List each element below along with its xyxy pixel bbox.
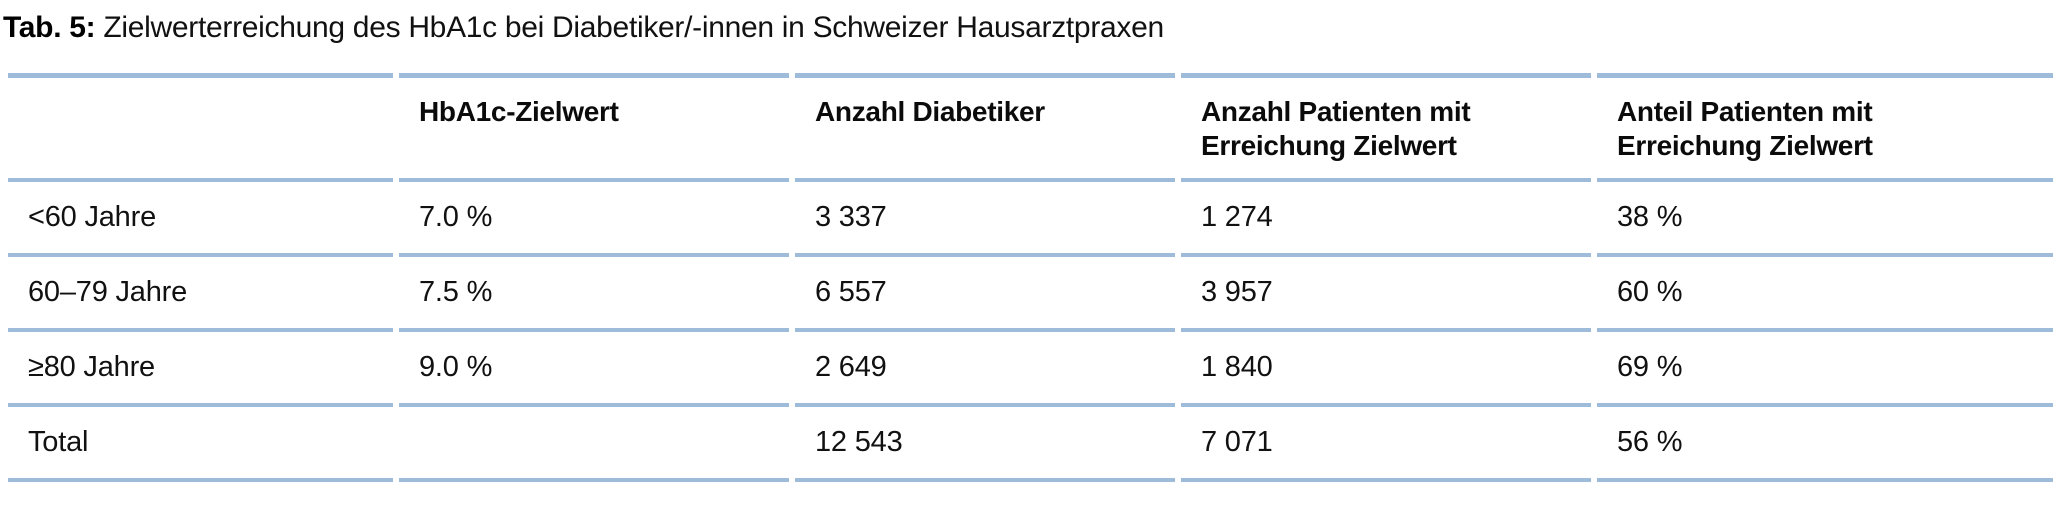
- table-caption: Tab. 5: Zielwerterreichung des HbA1c bei…: [3, 10, 2067, 46]
- cell-zielwert: 7.5 %: [399, 257, 789, 332]
- cell-zielwert: 7.0 %: [399, 182, 789, 257]
- cell-agegroup: Total: [8, 407, 393, 482]
- table-row-under-60: <60 Jahre 7.0 % 3 337 1 274 38 %: [8, 182, 2053, 257]
- cell-anteil-erreichung: 69 %: [1597, 332, 2053, 407]
- column-header-anteil-erreichung: Anteil Patienten mit Erreichung Zielwert: [1597, 73, 2053, 182]
- header-row: HbA1c-Zielwert Anzahl Diabetiker Anzahl …: [8, 73, 2053, 182]
- caption-label: Tab. 5:: [3, 11, 96, 44]
- cell-agegroup: ≥80 Jahre: [8, 332, 393, 407]
- hba1c-target-table: HbA1c-Zielwert Anzahl Diabetiker Anzahl …: [2, 73, 2059, 482]
- column-header-line1: Anteil Patienten mit: [1617, 96, 1873, 127]
- cell-anzahl-erreichung: 1 840: [1181, 332, 1591, 407]
- column-header-anzahl-diabetiker: Anzahl Diabetiker: [795, 73, 1175, 182]
- cell-anzahl-diabetiker: 3 337: [795, 182, 1175, 257]
- column-header-zielwert: HbA1c-Zielwert: [399, 73, 789, 182]
- cell-anzahl-diabetiker: 12 543: [795, 407, 1175, 482]
- cell-agegroup: <60 Jahre: [8, 182, 393, 257]
- cell-anzahl-erreichung: 3 957: [1181, 257, 1591, 332]
- cell-anteil-erreichung: 38 %: [1597, 182, 2053, 257]
- caption-text: Zielwerterreichung des HbA1c bei Diabeti…: [103, 11, 1164, 44]
- cell-anteil-erreichung: 56 %: [1597, 407, 2053, 482]
- cell-anzahl-erreichung: 1 274: [1181, 182, 1591, 257]
- table-figure: Tab. 5: Zielwerterreichung des HbA1c bei…: [0, 10, 2067, 523]
- cell-anzahl-erreichung: 7 071: [1181, 407, 1591, 482]
- cell-zielwert: 9.0 %: [399, 332, 789, 407]
- table-row-80-plus: ≥80 Jahre 9.0 % 2 649 1 840 69 %: [8, 332, 2053, 407]
- cell-zielwert: [399, 407, 789, 482]
- column-header-line2: Erreichung Zielwert: [1201, 130, 1457, 161]
- table-row-60-79: 60–79 Jahre 7.5 % 6 557 3 957 60 %: [8, 257, 2053, 332]
- cell-agegroup: 60–79 Jahre: [8, 257, 393, 332]
- column-header-line1: HbA1c-Zielwert: [419, 96, 619, 127]
- cell-anzahl-diabetiker: 2 649: [795, 332, 1175, 407]
- column-header-line2: Erreichung Zielwert: [1617, 130, 1873, 161]
- cell-anteil-erreichung: 60 %: [1597, 257, 2053, 332]
- column-header-line1: Anzahl Patienten mit: [1201, 96, 1471, 127]
- column-header-line1: Anzahl Diabetiker: [815, 96, 1045, 127]
- column-header-agegroup: [8, 73, 393, 182]
- column-header-anzahl-erreichung: Anzahl Patienten mit Erreichung Zielwert: [1181, 73, 1591, 182]
- cell-anzahl-diabetiker: 6 557: [795, 257, 1175, 332]
- table-row-total: Total 12 543 7 071 56 %: [8, 407, 2053, 482]
